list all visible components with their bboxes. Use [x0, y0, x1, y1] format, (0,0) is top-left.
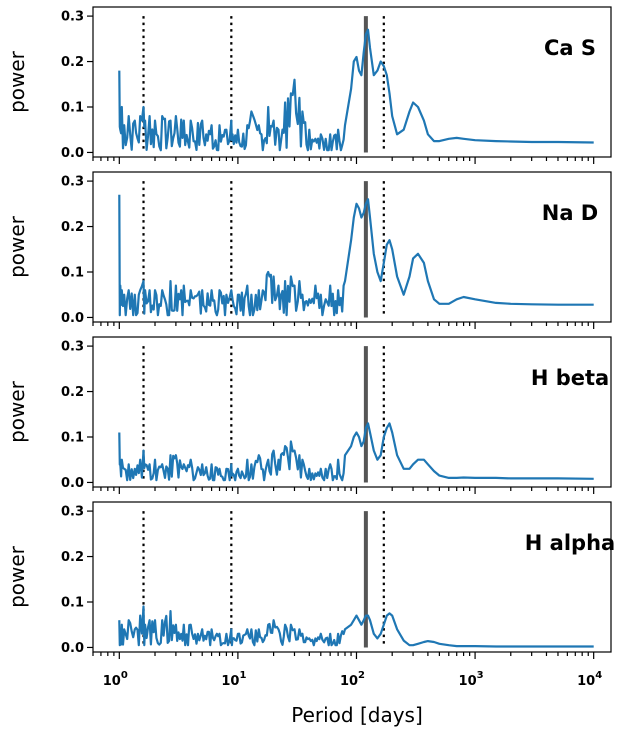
panel-title: H beta [531, 366, 609, 390]
y-tick-label: 0.1 [61, 596, 84, 611]
panel-frame [92, 336, 612, 488]
panel-frame [92, 6, 612, 158]
panel-title: H alpha [525, 531, 615, 555]
panel-title: Na D [542, 201, 599, 225]
y-axis-label: power [5, 50, 29, 113]
y-tick-label: 0.3 [61, 175, 84, 190]
y-tick-label: 0.1 [61, 266, 84, 281]
y-tick-label: 0.3 [61, 505, 84, 520]
x-tick-label: 104 [577, 670, 602, 689]
panel-1: 0.0 0.1 0.2 0.3 power Ca S [5, 6, 612, 164]
panel-3: 0.0 0.1 0.2 0.3 power H beta [5, 336, 612, 494]
y-tick-label: 0.1 [61, 101, 84, 116]
y-axis-label: power [5, 545, 29, 608]
power-series-line [118, 194, 594, 317]
y-tick-label: 0.2 [61, 385, 84, 400]
y-tick-label: 0.0 [61, 476, 84, 491]
y-tick-label: 0.2 [61, 55, 84, 70]
y-tick-label: 0.1 [61, 431, 84, 446]
x-tick-label: 101 [221, 670, 246, 689]
power-series-line [118, 422, 594, 482]
panel-title: Ca S [544, 36, 596, 60]
power-series-line [118, 605, 594, 648]
power-series-line [118, 28, 594, 152]
y-tick-label: 0.0 [61, 641, 84, 656]
y-axis-label: power [5, 380, 29, 443]
x-tick-label: 100 [103, 670, 128, 689]
panel-frame [92, 501, 612, 653]
panel-frame [92, 171, 612, 323]
panel-2: 0.0 0.1 0.2 0.3 power Na D [5, 171, 612, 329]
y-tick-label: 0.2 [61, 550, 84, 565]
x-tick-label: 102 [340, 670, 365, 689]
panel-4: 0.0 0.1 0.2 0.3 power H alpha [5, 501, 615, 659]
x-tick-label: 103 [459, 670, 484, 689]
y-tick-label: 0.0 [61, 146, 84, 161]
x-axis-label: Period [days] [291, 703, 423, 727]
y-axis-label: power [5, 215, 29, 278]
y-tick-label: 0.3 [61, 10, 84, 25]
y-tick-label: 0.2 [61, 220, 84, 235]
y-tick-label: 0.0 [61, 311, 84, 326]
y-tick-label: 0.3 [61, 340, 84, 355]
